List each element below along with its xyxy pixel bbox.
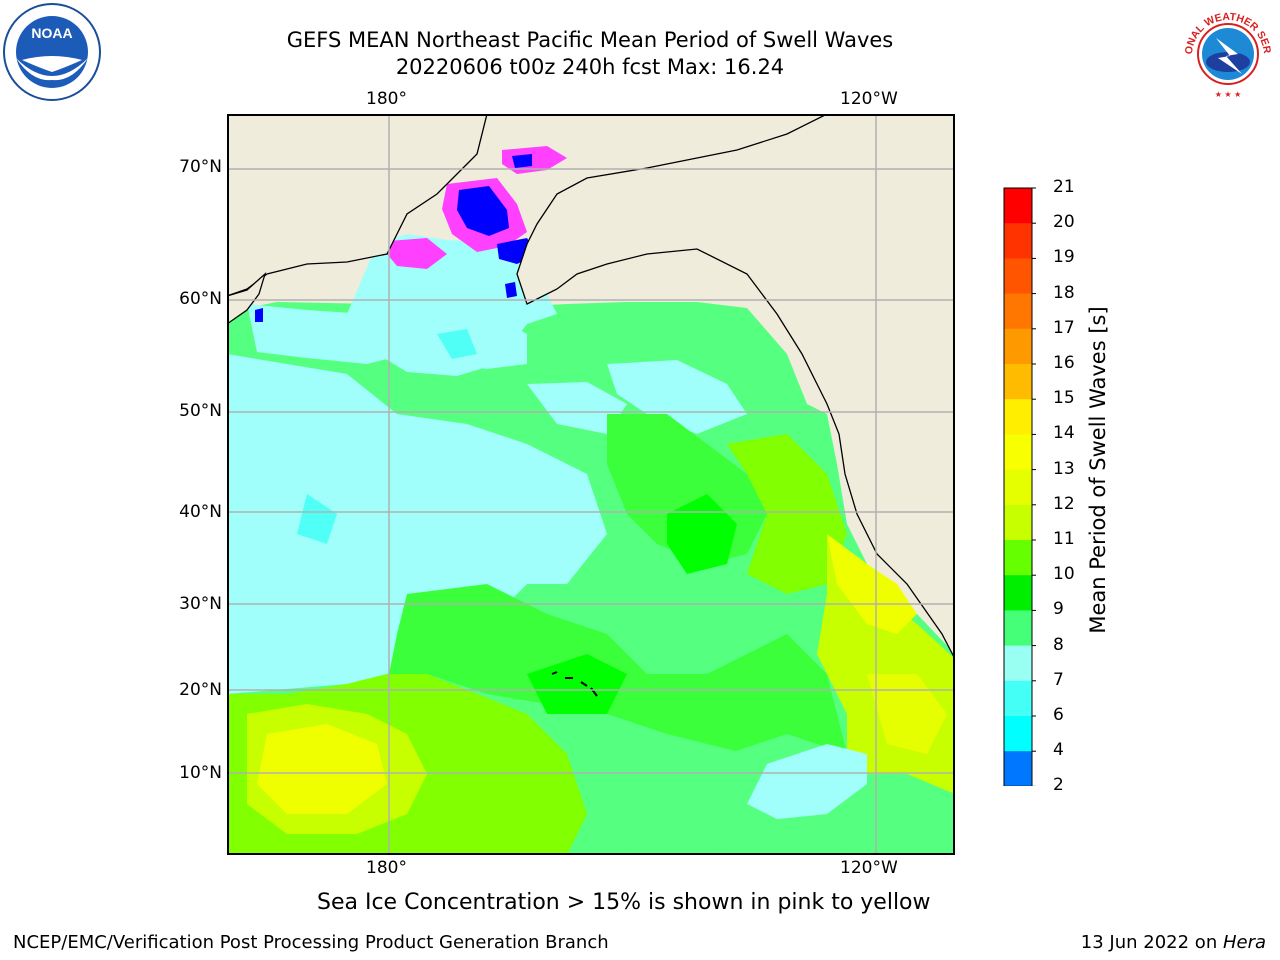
svg-text:★ ★ ★: ★ ★ ★ — [1215, 90, 1242, 99]
colorbar-tick-label: 4 — [1053, 740, 1064, 761]
footer-host: Hera — [1222, 932, 1266, 953]
colorbar-tick-label: 17 — [1053, 317, 1075, 338]
colorbar-segment — [1004, 223, 1032, 259]
colorbar-segment — [1004, 575, 1032, 611]
land-kamchatka — [227, 271, 267, 325]
graticule — [227, 114, 955, 855]
cyan-patch — [247, 304, 407, 364]
colorbar-segment — [1004, 293, 1032, 330]
colorbar-frame — [1003, 187, 1033, 786]
colorbar-segment — [1004, 469, 1032, 506]
colorbar-segment — [1004, 399, 1032, 435]
lon-label-top-180: 180° — [366, 89, 407, 109]
lat-label-30n: 30°N — [179, 594, 222, 614]
cyan-patch-dark — [297, 494, 337, 544]
colorbar-tick-label: 16 — [1053, 353, 1075, 373]
colorbar-segment — [1004, 188, 1032, 224]
colorbar-tick-label: 13 — [1053, 458, 1075, 479]
hawaii-islands — [551, 671, 598, 697]
chart-title: GEFS MEAN Northeast Pacific Mean Period … — [286, 28, 894, 52]
noaa-logo: NOAA — [3, 3, 101, 101]
colorbar-tick-label: 12 — [1053, 493, 1075, 514]
cyan-patch — [747, 744, 867, 819]
colorbar-tick-label: 2 — [1053, 775, 1064, 796]
colorbar — [1003, 187, 1036, 786]
colorbar-segment — [1004, 364, 1032, 400]
lime-region — [727, 434, 847, 594]
colorbar-tick-label: 8 — [1053, 634, 1064, 655]
lat-label-40n: 40°N — [179, 502, 222, 522]
colorbar-segment — [1004, 680, 1032, 717]
colorbar-tick-label: 15 — [1053, 388, 1075, 409]
footer-credit: NCEP/EMC/Verification Post Processing Pr… — [13, 932, 609, 953]
colorbar-label: Mean Period of Swell Waves [s] — [1086, 306, 1110, 634]
colorbar-segment — [1004, 716, 1032, 752]
colorbar-tick-label: 18 — [1053, 282, 1075, 303]
land-alaska — [516, 114, 955, 660]
colorbar-segment — [1004, 258, 1032, 295]
colorbar-tick-label: 19 — [1053, 247, 1075, 268]
colorbar-tick-label: 14 — [1053, 423, 1075, 444]
colorbar-segment — [1004, 504, 1032, 541]
colorbar-segment — [1004, 751, 1032, 786]
footer-date: 13 Jun 2022 on Hera — [1081, 932, 1266, 953]
colorbar-tick-label: 6 — [1053, 705, 1064, 725]
yellow-region — [827, 534, 917, 634]
lon-label-bottom-120w: 120°W — [840, 858, 898, 878]
yellow-region — [867, 674, 947, 754]
colorbar-tick-label: 21 — [1053, 177, 1075, 197]
sea-ice-blue — [512, 154, 532, 168]
green-region-bright — [667, 494, 737, 574]
sea-ice-blue — [255, 308, 263, 322]
yellow-region — [257, 724, 387, 814]
green-region-bright — [527, 654, 627, 714]
lat-label-50n: 50°N — [179, 401, 222, 421]
lat-label-20n: 20°N — [179, 680, 222, 700]
lon-label-bottom-180: 180° — [366, 858, 407, 878]
sea-ice-blue — [457, 186, 509, 236]
chart-subtitle: 20220606 t00z 240h fcst Max: 16.24 — [395, 55, 785, 79]
lat-label-60n: 60°N — [179, 289, 222, 309]
colorbar-segment — [1004, 328, 1032, 365]
colorbar-tick-label: 9 — [1053, 599, 1064, 620]
cyan-patch — [607, 360, 747, 434]
green-region — [607, 734, 787, 855]
lat-label-70n: 70°N — [179, 157, 222, 177]
footer-date-text: 13 Jun 2022 on — [1080, 932, 1223, 953]
lon-label-top-120w: 120°W — [840, 89, 898, 109]
map-panel — [227, 114, 955, 855]
colorbar-segment — [1004, 610, 1032, 647]
colorbar-tick-label: 20 — [1053, 212, 1075, 233]
noaa-logo-text: NOAA — [31, 25, 72, 41]
colorbar-tick-label: 11 — [1053, 529, 1075, 549]
sea-ice-blue — [505, 282, 517, 298]
colorbar-tick-label: 7 — [1053, 669, 1064, 690]
colorbar-segment — [1004, 645, 1032, 682]
colorbar-segment — [1004, 540, 1032, 576]
sea-ice-magenta — [377, 238, 447, 269]
nws-logo: NATIONAL WEATHER SERVICE ★ ★ ★ — [1178, 2, 1275, 99]
cyan-patch — [227, 354, 607, 694]
colorbar-segment — [1004, 434, 1032, 471]
colorbar-tick-label: 10 — [1053, 564, 1075, 585]
cyan-patch — [527, 382, 627, 434]
cyan-patch-dark — [437, 329, 477, 359]
lat-label-10n: 10°N — [179, 763, 222, 783]
sea-ice-note: Sea Ice Concentration > 15% is shown in … — [317, 890, 931, 915]
